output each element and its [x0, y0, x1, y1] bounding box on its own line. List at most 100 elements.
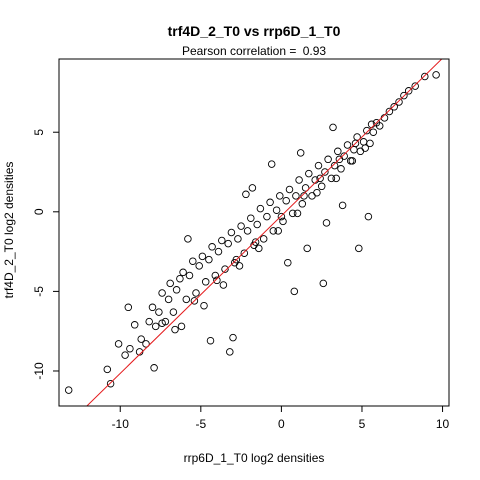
data-point [121, 351, 129, 359]
x-tick-label: -5 [195, 417, 206, 431]
data-point [324, 155, 332, 164]
data-point [155, 308, 163, 316]
data-point [237, 222, 245, 230]
data-point [240, 249, 249, 257]
data-point [251, 238, 260, 246]
data-point [232, 255, 241, 264]
data-point [106, 379, 115, 388]
data-point [179, 268, 187, 277]
data-point [255, 244, 263, 253]
data-point [314, 161, 323, 170]
data-point [195, 262, 203, 270]
data-point [224, 239, 232, 248]
data-point [332, 174, 340, 183]
correlation-value: 0.93 [303, 44, 327, 58]
data-point [290, 287, 299, 296]
data-point [148, 303, 157, 312]
data-point [266, 198, 274, 207]
plot-frame [58, 58, 450, 407]
data-point [364, 212, 373, 221]
data-point [253, 220, 261, 229]
data-point [321, 168, 329, 176]
x-tick-label: 5 [359, 417, 366, 431]
data-point [218, 236, 226, 245]
data-point [145, 317, 153, 326]
y-axis-label: trf4D_2_T0 log2 densities [2, 162, 16, 299]
data-point [150, 364, 158, 372]
x-tick-label: 0 [278, 417, 285, 431]
points-group [64, 71, 440, 394]
data-point [263, 212, 271, 221]
data-point [276, 192, 284, 200]
data-point [338, 201, 347, 210]
data-point [385, 107, 394, 116]
data-point [361, 144, 369, 152]
data-point [269, 227, 278, 235]
data-point [346, 157, 355, 165]
data-point [279, 217, 287, 226]
data-point [432, 71, 440, 79]
data-point [248, 184, 257, 192]
data-point [205, 255, 213, 264]
y-tick-label: 0 [32, 208, 46, 215]
data-point [243, 227, 252, 235]
data-point [375, 122, 384, 130]
data-point [221, 265, 229, 273]
data-point [319, 279, 328, 288]
data-point [308, 192, 316, 200]
data-point [272, 206, 281, 214]
regression-line [86, 59, 443, 406]
data-point [184, 235, 192, 243]
data-point [200, 301, 208, 310]
data-point [366, 139, 374, 148]
data-point [206, 336, 215, 345]
data-point [288, 209, 297, 218]
data-point [313, 188, 321, 197]
data-point [130, 321, 139, 329]
data-point [256, 204, 265, 213]
data-point [182, 295, 191, 304]
data-point [158, 319, 166, 327]
data-point [316, 174, 324, 183]
data-point [411, 82, 419, 90]
data-point [400, 91, 408, 100]
data-point [198, 252, 207, 261]
data-point [390, 103, 398, 111]
data-point [267, 160, 276, 168]
data-point [330, 161, 339, 170]
data-point [227, 228, 236, 237]
plot-area: -10 -5 0 5 10 -10 -5 0 5 [32, 58, 450, 431]
data-point [282, 196, 290, 205]
data-point [192, 289, 200, 297]
y-tick-label: 5 [32, 129, 46, 136]
data-point [301, 184, 310, 192]
data-point [296, 149, 305, 157]
data-point [355, 244, 363, 253]
data-point [151, 322, 160, 331]
data-point [185, 271, 194, 280]
x-tick-label: 10 [436, 417, 450, 431]
chart-title: trf4D_2_T0 vs rrp6D_1_T0 [168, 23, 341, 39]
data-point [164, 295, 173, 304]
data-point [395, 98, 403, 106]
data-point [176, 274, 184, 283]
data-point [235, 262, 244, 270]
data-point [343, 141, 352, 149]
data-point [356, 147, 365, 156]
data-point [292, 192, 300, 200]
data-point [277, 212, 286, 221]
data-point [213, 276, 221, 285]
data-point [274, 227, 282, 235]
data-point [169, 308, 178, 316]
data-point [305, 169, 313, 178]
y-tick-label: -5 [32, 286, 46, 297]
data-point [421, 72, 429, 81]
data-point [103, 365, 112, 374]
data-point [404, 87, 413, 95]
chart-subtitle: Pearson correlation = 0.93 [182, 44, 326, 58]
data-point [351, 139, 360, 148]
data-point [293, 209, 302, 218]
data-point [234, 235, 242, 243]
data-point [158, 289, 166, 297]
